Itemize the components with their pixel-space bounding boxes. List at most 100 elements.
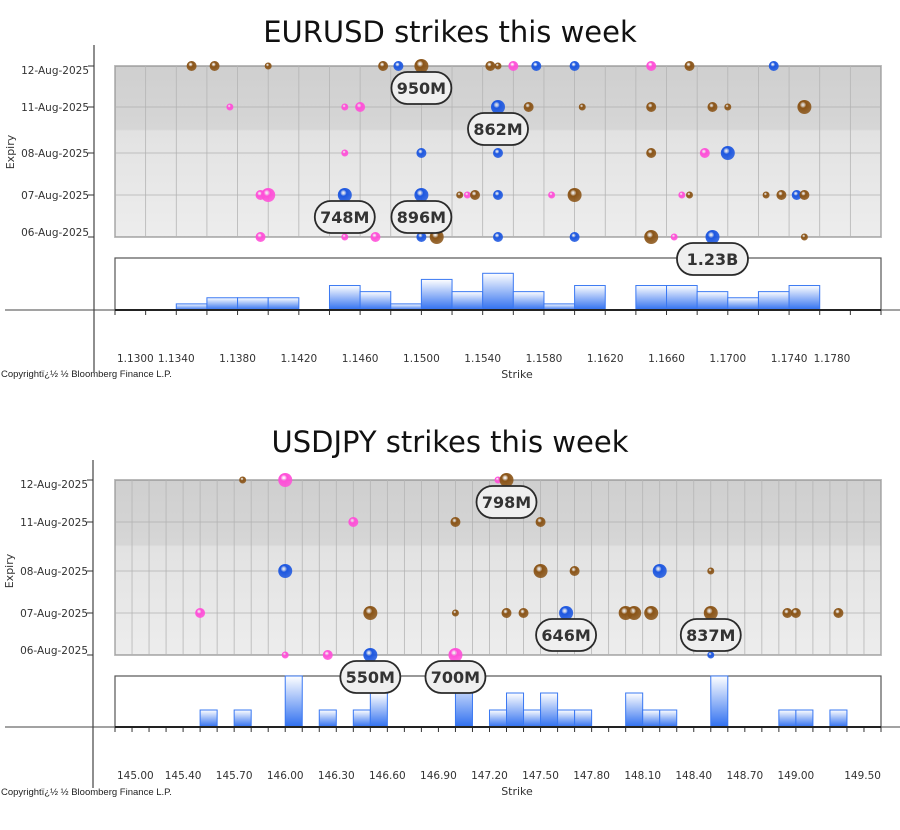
notional-callout: 798M bbox=[475, 485, 538, 519]
strike-point-brown bbox=[797, 100, 812, 114]
chart-title: EURUSD strikes this week bbox=[263, 15, 637, 49]
strike-point-brown bbox=[363, 606, 378, 620]
x-tick-label: 1.1580 bbox=[526, 353, 563, 365]
callout-label: 646M bbox=[541, 626, 590, 645]
x-tick-label: 148.70 bbox=[726, 770, 763, 782]
x-tick-label: 1.1780 bbox=[814, 353, 851, 365]
y-tick-label: 11-Aug-2025 bbox=[21, 102, 89, 114]
strike-point-brown bbox=[684, 61, 695, 71]
strike-point-pink bbox=[226, 103, 234, 111]
strike-point-brown bbox=[567, 188, 582, 202]
histogram-bar bbox=[352, 709, 371, 728]
x-tick-label: 146.60 bbox=[369, 770, 406, 782]
x-tick-label: 1.1540 bbox=[464, 353, 501, 365]
x-tick-label: 1.1700 bbox=[709, 353, 746, 365]
strike-point-brown bbox=[644, 606, 659, 620]
strike-point-blue bbox=[363, 648, 378, 662]
x-tick-label: 145.70 bbox=[216, 770, 253, 782]
callout-label: 748M bbox=[320, 208, 369, 227]
strike-point-blue bbox=[707, 651, 715, 659]
callout-bubble bbox=[390, 71, 453, 105]
callout-bubble bbox=[535, 618, 597, 652]
strike-point-blue bbox=[493, 232, 503, 242]
callout-label: 896M bbox=[397, 208, 446, 227]
callout-label: 1.23B bbox=[687, 250, 739, 269]
histogram-bar bbox=[642, 709, 661, 728]
strike-point-brown bbox=[646, 102, 657, 112]
y-axis-label: Expiry bbox=[3, 553, 16, 588]
strike-point-brown bbox=[578, 103, 586, 111]
strike-point-pink bbox=[646, 61, 657, 71]
strike-point-blue bbox=[416, 232, 427, 242]
callout-bubble bbox=[679, 618, 742, 652]
x-tick-label: 149.50 bbox=[844, 770, 881, 782]
strike-point-blue bbox=[493, 190, 503, 200]
strike-point-pink bbox=[322, 650, 333, 660]
histogram-bar bbox=[420, 278, 453, 311]
strike-point-brown bbox=[707, 102, 718, 112]
x-tick-label: 1.1460 bbox=[342, 353, 379, 365]
callout-bubble bbox=[313, 200, 376, 234]
strike-point-brown bbox=[644, 230, 659, 244]
strike-point-brown bbox=[470, 190, 481, 200]
histogram-bar bbox=[727, 297, 759, 311]
strike-point-pink bbox=[341, 149, 349, 157]
strike-point-brown bbox=[378, 61, 389, 71]
strike-point-brown bbox=[627, 606, 642, 620]
strike-point-pink bbox=[278, 473, 293, 487]
copyright-text: Copyrightï¿½ ½ Bloomberg Finance L.P. bbox=[1, 369, 172, 380]
callout-label: 950M bbox=[397, 79, 446, 98]
y-tick-label: 11-Aug-2025 bbox=[20, 517, 88, 529]
callout-bubble bbox=[424, 660, 487, 694]
strike-point-brown bbox=[790, 608, 801, 618]
y-tick-label: 08-Aug-2025 bbox=[20, 566, 88, 578]
histogram-bar bbox=[540, 692, 559, 728]
strike-point-brown bbox=[485, 61, 496, 71]
strike-point-pink bbox=[370, 232, 381, 242]
x-tick-label: 147.50 bbox=[522, 770, 559, 782]
x-axis-label: Strike bbox=[501, 368, 533, 381]
notional-callout: 700M bbox=[424, 660, 487, 694]
notional-callout: 950M bbox=[390, 71, 453, 105]
strike-point-blue bbox=[393, 61, 404, 71]
strike-point-brown bbox=[535, 517, 546, 527]
y-tick-label: 12-Aug-2025 bbox=[20, 479, 88, 491]
strike-point-blue bbox=[416, 148, 427, 158]
callout-bubble bbox=[339, 660, 402, 694]
histogram-bar bbox=[829, 709, 848, 728]
strike-point-brown bbox=[782, 608, 793, 618]
histogram-bar bbox=[506, 692, 525, 728]
histogram-bar bbox=[482, 272, 514, 311]
strike-point-pink bbox=[699, 148, 710, 158]
strike-point-brown bbox=[762, 191, 770, 199]
x-tick-label: 1.1500 bbox=[403, 353, 440, 365]
strike-point-brown bbox=[646, 148, 657, 158]
callout-bubble bbox=[467, 112, 529, 146]
x-tick-label: 145.40 bbox=[165, 770, 202, 782]
strike-point-brown bbox=[239, 476, 247, 484]
callout-label: 862M bbox=[473, 120, 522, 139]
x-tick-label: 148.10 bbox=[624, 770, 661, 782]
histogram-bar bbox=[574, 709, 593, 728]
strike-point-brown bbox=[776, 190, 787, 200]
strike-point-blue bbox=[531, 61, 542, 71]
histogram-bar bbox=[328, 285, 361, 311]
strike-point-pink bbox=[255, 232, 266, 242]
strike-point-pink bbox=[548, 191, 556, 199]
strike-point-pink bbox=[448, 648, 463, 662]
strike-point-blue bbox=[491, 100, 505, 114]
chart-title: USDJPY strikes this week bbox=[271, 425, 628, 459]
strike-point-brown bbox=[707, 567, 715, 575]
callout-label: 550M bbox=[346, 668, 395, 687]
strike-point-pink bbox=[355, 102, 366, 112]
x-tick-label: 146.90 bbox=[420, 770, 457, 782]
strike-point-brown bbox=[703, 606, 718, 620]
strike-point-brown bbox=[686, 191, 693, 199]
strike-point-brown bbox=[264, 62, 272, 70]
callout-bubble bbox=[475, 485, 538, 519]
histogram-bar bbox=[369, 692, 388, 728]
x-tick-label: 147.20 bbox=[471, 770, 508, 782]
strike-point-pink bbox=[508, 61, 519, 71]
histogram-bar bbox=[488, 709, 508, 728]
strike-point-brown bbox=[569, 566, 580, 576]
